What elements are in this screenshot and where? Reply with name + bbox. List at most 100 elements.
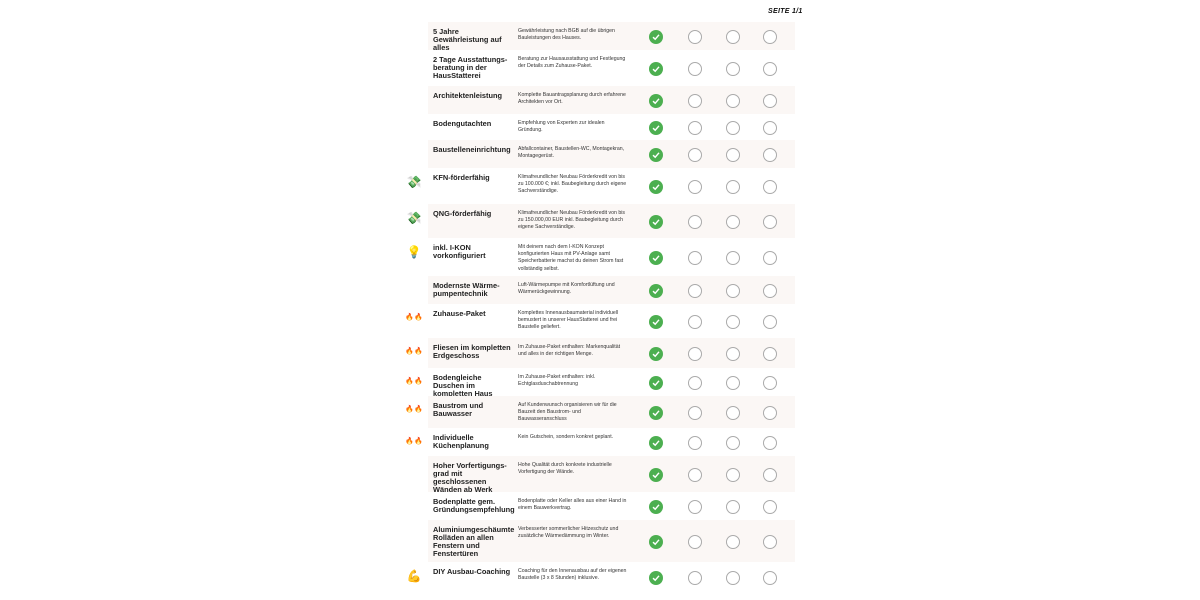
feature-description: Klimafreundlicher Neubau Förderkredit vo… [518, 210, 625, 231]
page-number: SEITE 1/1 [768, 8, 803, 15]
feature-name: Baustrom und Bauwasser [433, 401, 484, 418]
comparison-table: 5 Jahre Gewährleistung auf alles Gewährle… [405, 22, 795, 592]
fire-icon: 🔥🔥 [405, 314, 423, 321]
feature-description: Verbesserter sommerlicher Hitzeschutz un… [518, 526, 619, 540]
check-icon [649, 571, 663, 585]
check-icon [649, 347, 663, 361]
flexed-arm-icon: 💪 [406, 569, 422, 583]
table-row: 💸 QNG-förderfähig Klimafreundlicher Neubau… [407, 204, 795, 238]
money-icon: 💸 [406, 211, 422, 225]
table-row: Modernste Wärme-pumpentechnik Luft-Wärmep… [428, 276, 795, 304]
check-icon [649, 251, 663, 265]
empty-circle-icon [688, 30, 702, 44]
empty-circle-icon [726, 571, 740, 585]
feature-name: Aluminiumgeschäumte Rolläden an allen Fe… [433, 525, 515, 558]
empty-circle-icon [763, 376, 777, 390]
fire-icon: 🔥🔥 [405, 438, 423, 445]
table-row: 🔥🔥 Fliesen im kompletten Erdgeschoss Im Zu… [405, 338, 795, 368]
empty-circle-icon [688, 315, 702, 329]
feature-description: Luft-Wärmepumpe mit Komfortlüftung und W… [518, 282, 615, 296]
table-row: Bodenplatte gem. Gründungsempfehlung Bode… [428, 492, 795, 520]
table-row: 2 Tage Ausstattungs-beratung in der Haus… [428, 50, 795, 86]
empty-circle-icon [763, 535, 777, 549]
empty-circle-icon [726, 251, 740, 265]
check-icon [649, 436, 663, 450]
table-row: Bodengutachten Empfehlung von Experten zu… [428, 114, 795, 140]
empty-circle-icon [688, 62, 702, 76]
table-row: Aluminiumgeschäumte Rolläden an allen Fe… [428, 520, 795, 562]
table-row: 💡 inkl. I-KON vorkonfiguriert Mit deinem n… [407, 238, 795, 276]
empty-circle-icon [726, 148, 740, 162]
feature-name: 5 Jahre Gewährleistung auf alles [433, 27, 502, 52]
feature-description: Abfallcontainer, Baustellen-WC, Montagek… [518, 146, 625, 160]
empty-circle-icon [763, 436, 777, 450]
empty-circle-icon [763, 94, 777, 108]
check-icon [649, 215, 663, 229]
empty-circle-icon [688, 251, 702, 265]
empty-circle-icon [726, 436, 740, 450]
empty-circle-icon [726, 215, 740, 229]
empty-circle-icon [763, 284, 777, 298]
check-icon [649, 94, 663, 108]
feature-name: Hoher Vorfertigungs-grad mit geschlossen… [433, 461, 507, 494]
feature-description: Coaching für den Innenausbau auf der eig… [518, 568, 627, 582]
feature-name: Architektenleistung [433, 91, 502, 100]
empty-circle-icon [763, 500, 777, 514]
feature-description: Beratung zur Hausausstattung und Festleg… [518, 56, 626, 70]
feature-name: DIY Ausbau-Coaching [433, 567, 511, 576]
empty-circle-icon [726, 30, 740, 44]
table-row: 🔥🔥 Individuelle Küchenplanung Kein Gutsche… [405, 428, 795, 456]
empty-circle-icon [763, 215, 777, 229]
feature-name: inkl. I-KON vorkonfiguriert [433, 243, 486, 260]
empty-circle-icon [763, 251, 777, 265]
check-icon [649, 535, 663, 549]
feature-name: Individuelle Küchenplanung [433, 433, 489, 450]
empty-circle-icon [688, 148, 702, 162]
empty-circle-icon [763, 62, 777, 76]
check-icon [649, 406, 663, 420]
feature-description: Komplette Bauantragsplanung durch erfahr… [518, 92, 626, 106]
empty-circle-icon [688, 500, 702, 514]
table-row: 🔥🔥 Baustrom und Bauwasser Auf Kundenwunsch… [405, 396, 795, 428]
table-row: 🔥🔥 Bodengleiche Duschen im kompletten Hau… [405, 368, 795, 398]
empty-circle-icon [688, 535, 702, 549]
check-icon [649, 30, 663, 44]
check-icon [649, 500, 663, 514]
feature-description: Hohe Qualität durch konkrete industriell… [518, 462, 612, 476]
check-icon [649, 121, 663, 135]
feature-name: Zuhause-Paket [433, 309, 486, 318]
empty-circle-icon [763, 148, 777, 162]
feature-name: QNG-förderfähig [433, 209, 492, 218]
feature-description: Mit deinem nach dem I-KON Konzept konfig… [518, 244, 624, 272]
empty-circle-icon [688, 284, 702, 298]
empty-circle-icon [688, 94, 702, 108]
empty-circle-icon [688, 215, 702, 229]
feature-name: Modernste Wärme-pumpentechnik [433, 281, 500, 298]
check-icon [649, 62, 663, 76]
feature-name: Fliesen im kompletten Erdgeschoss [433, 343, 511, 360]
empty-circle-icon [726, 347, 740, 361]
check-icon [649, 315, 663, 329]
empty-circle-icon [726, 500, 740, 514]
empty-circle-icon [726, 535, 740, 549]
empty-circle-icon [726, 376, 740, 390]
empty-circle-icon [688, 121, 702, 135]
empty-circle-icon [763, 30, 777, 44]
empty-circle-icon [763, 180, 777, 194]
lightbulb-icon: 💡 [406, 245, 422, 259]
feature-name: Baustelleneinrichtung [433, 145, 511, 154]
feature-name: Bodengutachten [433, 119, 492, 128]
feature-name: Bodenplatte gem. Gründungsempfehlung [433, 497, 515, 514]
empty-circle-icon [726, 406, 740, 420]
empty-circle-icon [726, 284, 740, 298]
table-row: Architektenleistung Komplette Bauantragsp… [428, 86, 795, 114]
table-row: 💸 KFN-förderfähig Klimafreundlicher Neubau… [407, 168, 795, 204]
empty-circle-icon [763, 347, 777, 361]
fire-icon: 🔥🔥 [405, 406, 423, 413]
empty-circle-icon [763, 571, 777, 585]
empty-circle-icon [763, 406, 777, 420]
check-icon [649, 284, 663, 298]
feature-description: Kein Gutschein, sondern konkret geplant. [518, 434, 614, 440]
empty-circle-icon [726, 468, 740, 482]
fire-icon: 🔥🔥 [405, 348, 423, 355]
